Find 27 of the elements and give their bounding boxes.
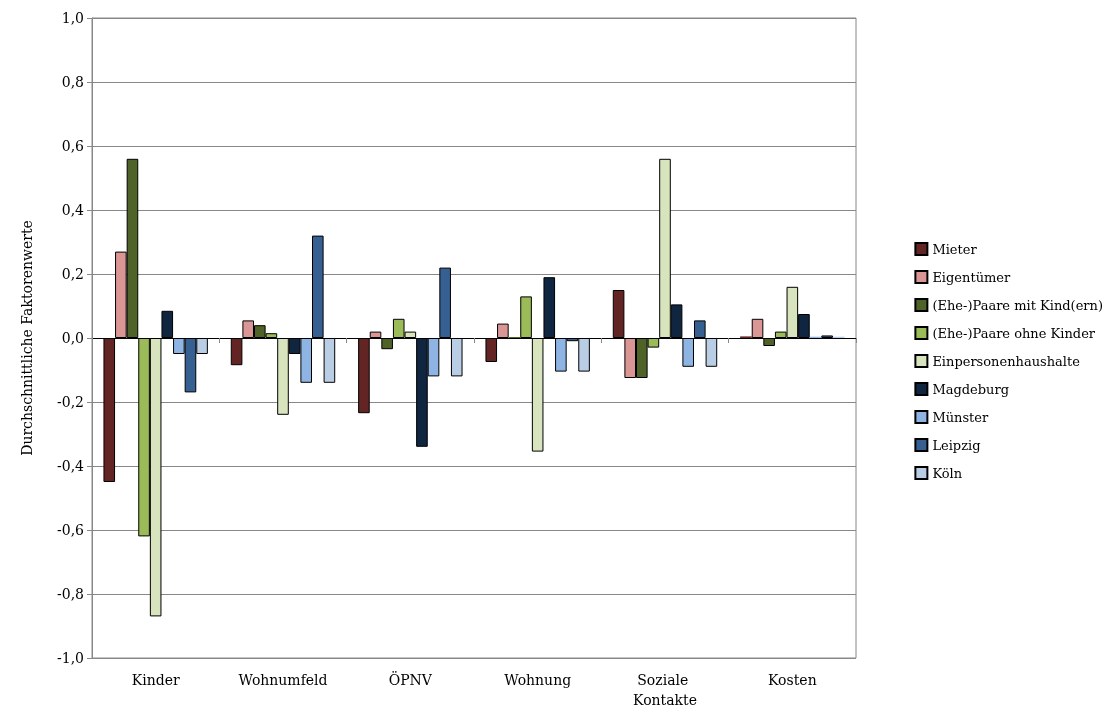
x-tick-label: Wohnumfeld (238, 672, 328, 688)
y-axis-title: Durchschnittliche Faktorenwerte (19, 220, 35, 456)
legend-label: (Ehe-)Paare ohne Kinder (932, 325, 1096, 341)
y-tick-label: 0,8 (61, 74, 84, 90)
legend-label: Leipzig (932, 437, 981, 453)
legend-label: Münster (932, 409, 990, 425)
y-tick-label: 0,2 (61, 266, 84, 282)
legend-label: Eigentümer (932, 269, 1012, 285)
y-tick-label: -1,0 (57, 650, 84, 666)
x-tick-label: ÖPNV (388, 671, 433, 688)
y-tick-label: 0,6 (61, 138, 85, 154)
y-tick-label: -0,4 (57, 458, 85, 474)
x-tick-label: Kinder (131, 672, 180, 688)
x-tick-label: Wohnung (504, 672, 572, 688)
legend-label: Einpersonenhaushalte (932, 353, 1081, 369)
y-tick-label: -0,8 (57, 586, 84, 602)
x-tick-label: Soziale Kontakte (633, 672, 697, 708)
legend-label: Magdeburg (932, 381, 1010, 397)
legend-label: (Ehe-)Paare mit Kind(ern) (932, 297, 1103, 313)
legend-label: Köln (932, 465, 963, 481)
y-tick-label: -0,6 (57, 522, 85, 538)
legend-label: Mieter (932, 241, 978, 257)
y-tick-label: 1,0 (61, 10, 84, 26)
x-tick-label: Kosten (768, 672, 817, 688)
y-tick-label: -0,2 (57, 394, 84, 410)
y-tick-label: 0,0 (61, 330, 84, 346)
y-tick-label: 0,4 (61, 202, 85, 218)
